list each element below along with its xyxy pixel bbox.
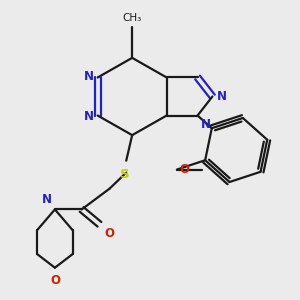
Text: N: N bbox=[42, 194, 52, 206]
Text: N: N bbox=[83, 110, 94, 123]
Text: N: N bbox=[83, 70, 94, 83]
Text: O: O bbox=[104, 227, 114, 240]
Text: N: N bbox=[200, 118, 211, 131]
Text: N: N bbox=[217, 90, 226, 103]
Text: O: O bbox=[50, 274, 60, 286]
Text: O: O bbox=[179, 163, 189, 176]
Text: CH₃: CH₃ bbox=[122, 14, 142, 23]
Text: S: S bbox=[120, 168, 129, 181]
